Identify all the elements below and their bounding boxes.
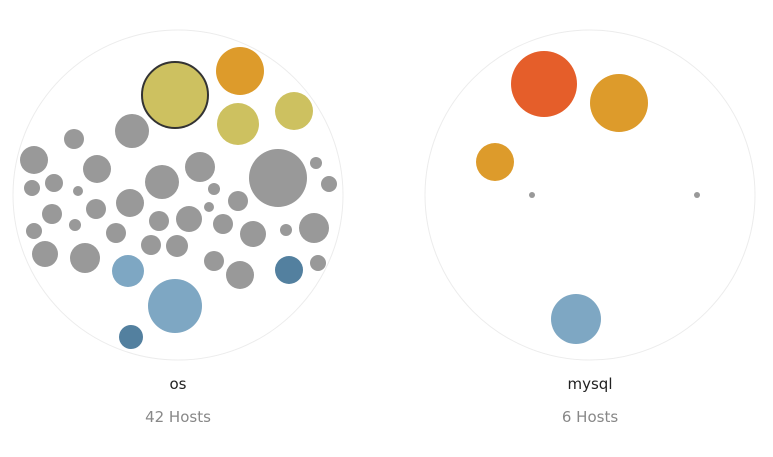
host-hexagon[interactable] [64, 129, 84, 149]
host-hexagon[interactable] [115, 114, 149, 148]
cluster-mysql: mysql 6 Hosts [410, 0, 773, 457]
host-hexagon[interactable] [275, 256, 303, 284]
host-hexagon[interactable] [694, 192, 700, 198]
host-hexagon[interactable] [26, 223, 42, 239]
host-hexagon[interactable] [208, 183, 220, 195]
host-hexagon[interactable] [204, 202, 214, 212]
host-hexagon[interactable] [83, 155, 111, 183]
host-hexagon[interactable] [249, 149, 307, 207]
host-hexagon[interactable] [204, 251, 224, 271]
host-hexagon-selected[interactable] [141, 61, 209, 129]
host-hexagon[interactable] [176, 206, 202, 232]
host-hexagon[interactable] [69, 219, 81, 231]
host-hexagon[interactable] [529, 192, 535, 198]
host-hexagon[interactable] [119, 325, 143, 349]
host-hexagon[interactable] [226, 261, 254, 289]
host-hexagon[interactable] [275, 92, 313, 130]
host-hexagon[interactable] [145, 165, 179, 199]
cluster-outline [424, 29, 756, 361]
host-hexagon[interactable] [321, 176, 337, 192]
host-hexagon[interactable] [166, 235, 188, 257]
host-hexagon[interactable] [228, 191, 248, 211]
cluster-mysql-map [424, 29, 756, 361]
host-hexagon[interactable] [149, 211, 169, 231]
host-hexagon[interactable] [213, 214, 233, 234]
host-hexagon[interactable] [310, 255, 326, 271]
host-hexagon[interactable] [148, 279, 202, 333]
host-hexagon[interactable] [112, 255, 144, 287]
host-hexagon[interactable] [590, 74, 648, 132]
host-hexagon[interactable] [240, 221, 266, 247]
cluster-os-map [12, 29, 344, 361]
host-hexagon[interactable] [185, 152, 215, 182]
host-hexagon[interactable] [70, 243, 100, 273]
host-hexagon[interactable] [141, 235, 161, 255]
host-hexagon[interactable] [86, 199, 106, 219]
host-count: 6 Hosts [561, 408, 619, 426]
host-count: 42 Hosts [145, 408, 211, 426]
cluster-os: os 42 Hosts [0, 0, 355, 457]
host-hexagon[interactable] [216, 47, 264, 95]
host-hexagon[interactable] [299, 213, 329, 243]
host-hexagon[interactable] [73, 186, 83, 196]
host-hexagon[interactable] [106, 223, 126, 243]
host-hexagon[interactable] [280, 224, 292, 236]
host-hexagon[interactable] [551, 294, 601, 344]
host-hexagon[interactable] [116, 189, 144, 217]
cluster-outline [12, 29, 344, 361]
host-hexagon[interactable] [217, 103, 259, 145]
host-hexagon[interactable] [20, 146, 48, 174]
host-hexagon[interactable] [42, 204, 62, 224]
cluster-name[interactable]: mysql [567, 375, 613, 393]
host-hexagon[interactable] [511, 51, 577, 117]
host-hexagon[interactable] [45, 174, 63, 192]
host-hexagon[interactable] [32, 241, 58, 267]
cluster-name[interactable]: os [169, 375, 187, 393]
host-hexagon[interactable] [310, 157, 322, 169]
host-hexagon[interactable] [476, 143, 514, 181]
host-hexagon[interactable] [24, 180, 40, 196]
